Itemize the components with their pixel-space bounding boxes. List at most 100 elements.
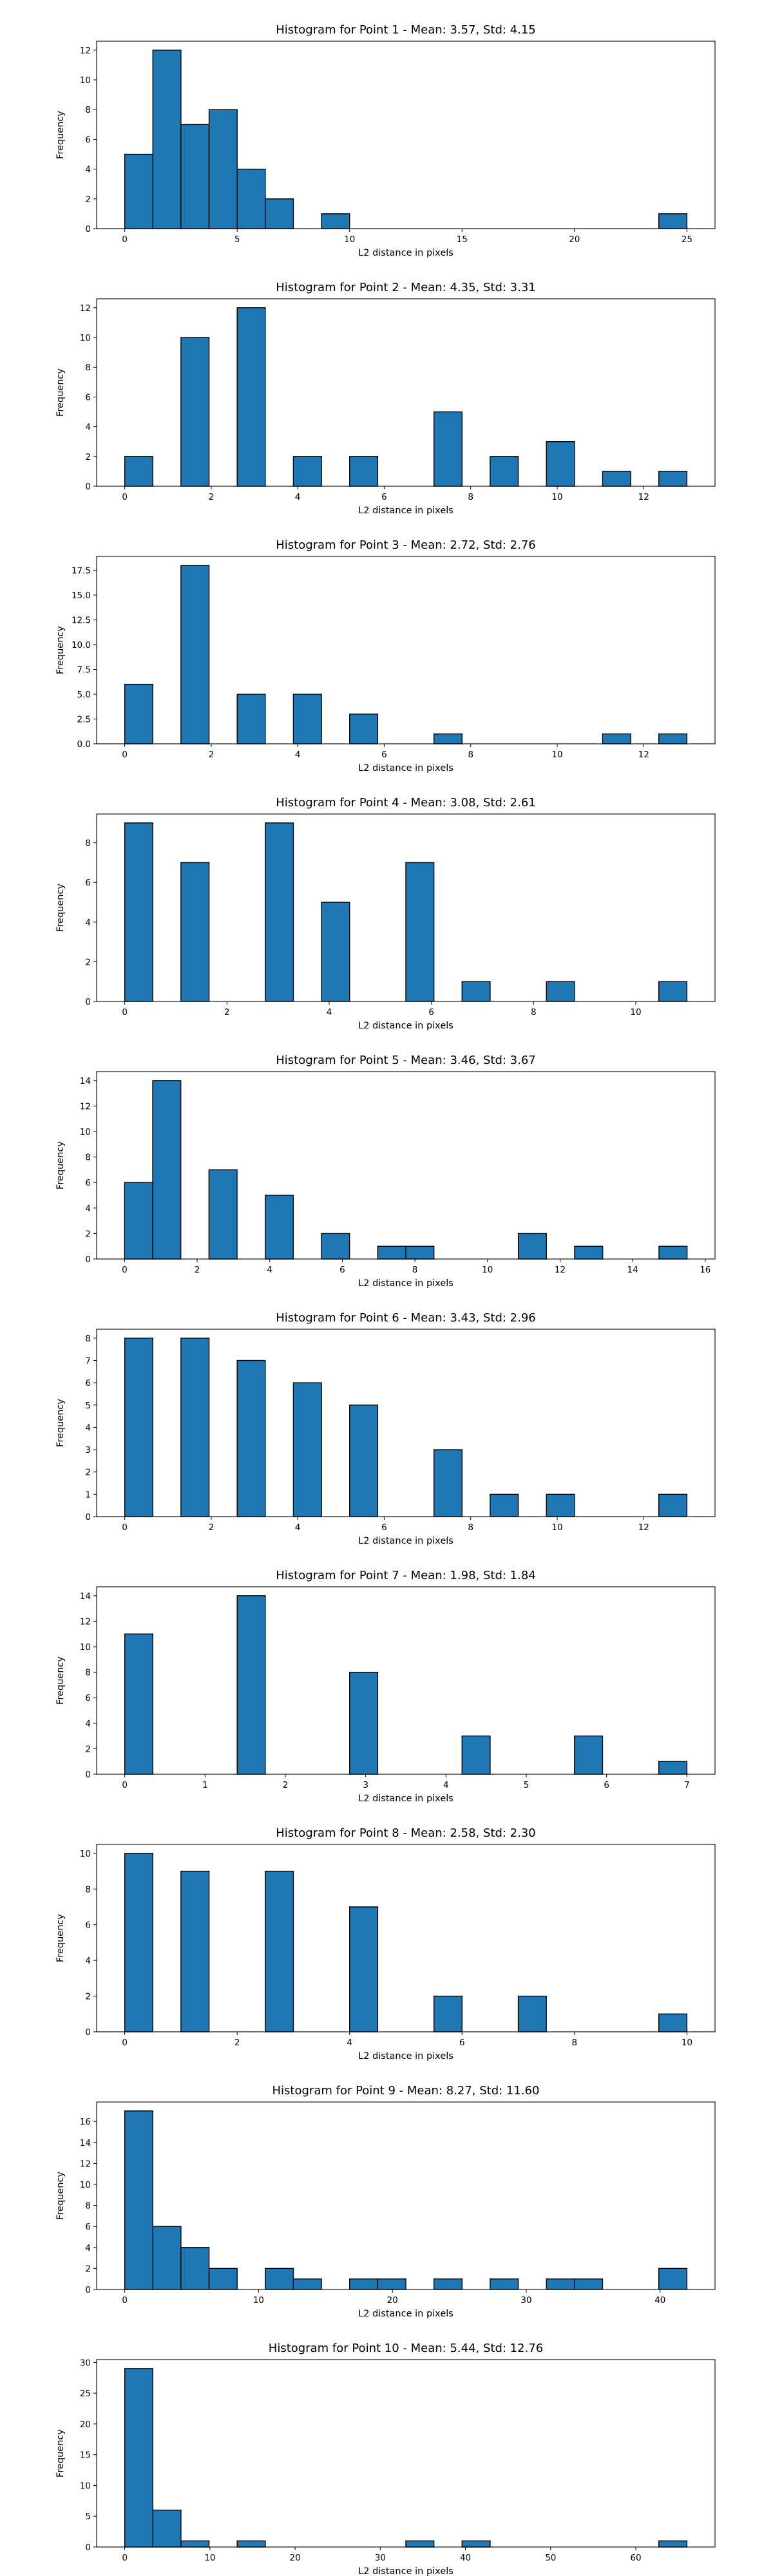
x-tick-label: 15 xyxy=(457,234,468,245)
x-tick-label: 0 xyxy=(122,2295,128,2306)
y-tick-label: 0 xyxy=(85,482,91,492)
y-tick-label: 12.5 xyxy=(72,616,91,626)
histogram-bar xyxy=(461,2540,491,2548)
y-tick-label: 2 xyxy=(85,2264,91,2274)
histogram-bar xyxy=(433,1995,463,2032)
chart-title: Histogram for Point 4 - Mean: 3.08, Std:… xyxy=(276,796,536,810)
y-tick-label: 6 xyxy=(85,135,91,145)
chart-title: Histogram for Point 2 - Mean: 4.35, Std:… xyxy=(276,281,536,294)
histogram-bar xyxy=(236,168,266,229)
y-tick-label: 4 xyxy=(85,165,91,175)
histogram-bar xyxy=(658,2540,688,2548)
y-tick-label: 2.5 xyxy=(77,715,91,725)
histogram-bar xyxy=(517,1233,548,1260)
histogram-bar xyxy=(124,2368,153,2548)
y-tick-label: 17.5 xyxy=(72,566,91,576)
histogram-bar xyxy=(349,714,379,744)
histogram-bar xyxy=(180,862,210,1002)
y-axis-label: Frequency xyxy=(55,111,66,159)
histogram-bar xyxy=(377,1245,406,1260)
histogram-bar xyxy=(517,1995,547,2032)
histogram-bar xyxy=(236,2540,266,2548)
histogram-bar xyxy=(658,1493,688,1517)
histogram-bar xyxy=(236,307,266,487)
x-tick-label: 2 xyxy=(234,2038,240,2048)
histogram-panel: 0 2 4 6 8 10 0 2 4 6 8 10 Histogram for Point 8 - Me… xyxy=(0,1803,773,2061)
y-tick-label: 12 xyxy=(80,303,91,314)
plot-frame xyxy=(96,556,716,744)
histogram-panel: 0 10 20 30 40 50 60 0 5 10 15 20 25 30 Histogram for P… xyxy=(0,2318,773,2576)
histogram-bar xyxy=(574,1735,604,1775)
y-tick-label: 0 xyxy=(85,2027,91,2038)
x-tick-label: 0 xyxy=(122,2038,128,2048)
y-tick-label: 5 xyxy=(85,2512,91,2522)
y-tick-label: 14 xyxy=(80,1591,91,1602)
histogram-bar xyxy=(546,441,575,487)
x-tick-label: 8 xyxy=(572,2038,578,2048)
x-tick-label: 0 xyxy=(122,1522,128,1533)
histogram-bar xyxy=(152,1080,182,1260)
y-tick-label: 5 xyxy=(85,1401,91,1411)
histogram-bar xyxy=(124,1182,153,1260)
histogram-bar xyxy=(574,2278,604,2290)
histogram-panel: 0 1 2 3 4 5 6 7 0 2 4 6 8 10 12 14 Histogram for Point 7… xyxy=(0,1546,773,1804)
x-tick-label: 0 xyxy=(122,1007,128,1018)
x-tick-label: 2 xyxy=(209,492,215,502)
histogram-bar xyxy=(658,213,688,229)
y-tick-label: 10 xyxy=(80,1642,91,1653)
histogram-bar xyxy=(124,1853,153,2032)
x-tick-label: 2 xyxy=(195,1265,200,1275)
x-tick-label: 0 xyxy=(122,492,128,502)
histogram-bar xyxy=(208,1169,238,1260)
y-tick-label: 0 xyxy=(85,1770,91,1780)
histogram-panel: 0 2 4 6 8 10 0 2 4 6 8 Histogram for Point 4 - Mean… xyxy=(0,773,773,1031)
y-tick-label: 8 xyxy=(85,1153,91,1163)
x-tick-label: 8 xyxy=(468,750,473,760)
histogram-bar xyxy=(152,2226,182,2290)
y-tick-label: 0 xyxy=(85,2285,91,2295)
histogram-bar xyxy=(433,2278,463,2290)
y-tick-label: 4 xyxy=(85,918,91,928)
x-tick-label: 12 xyxy=(638,1522,649,1533)
y-tick-label: 15.0 xyxy=(72,591,91,601)
y-tick-label: 8 xyxy=(85,1884,91,1895)
y-axis-label: Frequency xyxy=(55,884,66,932)
histogram-bar xyxy=(180,1338,210,1517)
x-axis-label: L2 distance in pixels xyxy=(358,1278,453,1289)
y-tick-label: 12 xyxy=(80,2159,91,2169)
plot-frame xyxy=(96,41,716,229)
histogram-bar xyxy=(405,2540,435,2548)
histogram-bar xyxy=(602,733,631,744)
chart-title: Histogram for Point 9 - Mean: 8.27, Std:… xyxy=(272,2084,540,2098)
y-tick-label: 8 xyxy=(85,1334,91,1344)
histogram-bar xyxy=(292,456,322,487)
histogram-bar xyxy=(180,2540,210,2548)
x-tick-label: 6 xyxy=(459,2038,465,2048)
chart-title: Histogram for Point 3 - Mean: 2.72, Std:… xyxy=(276,538,536,552)
histogram-bar xyxy=(292,2278,322,2290)
y-tick-label: 6 xyxy=(85,392,91,402)
x-tick-label: 5 xyxy=(524,1780,530,1790)
y-axis-label: Frequency xyxy=(55,1914,66,1962)
histogram-bar xyxy=(321,213,350,229)
y-tick-label: 8 xyxy=(85,363,91,373)
histogram-bar xyxy=(349,2278,379,2290)
x-tick-label: 0 xyxy=(122,2553,128,2563)
y-tick-label: 0 xyxy=(85,1512,91,1522)
histogram-chart: 0 10 20 30 40 50 60 0 5 10 15 20 25 30 Histogram for P… xyxy=(55,2342,716,2576)
histogram-bar xyxy=(292,1382,322,1517)
y-tick-label: 6 xyxy=(85,1920,91,1931)
histogram-bar xyxy=(152,50,182,229)
histogram-bar xyxy=(602,471,631,487)
y-tick-label: 6 xyxy=(85,2222,91,2232)
histogram-bar xyxy=(236,694,266,744)
y-tick-label: 16 xyxy=(80,2117,91,2127)
histogram-bar xyxy=(124,2110,153,2290)
histogram-bar xyxy=(658,1761,688,1775)
histogram-bar xyxy=(236,1359,266,1517)
y-tick-label: 10 xyxy=(80,1127,91,1137)
y-tick-label: 10 xyxy=(80,1849,91,1859)
y-tick-label: 14 xyxy=(80,1076,91,1086)
